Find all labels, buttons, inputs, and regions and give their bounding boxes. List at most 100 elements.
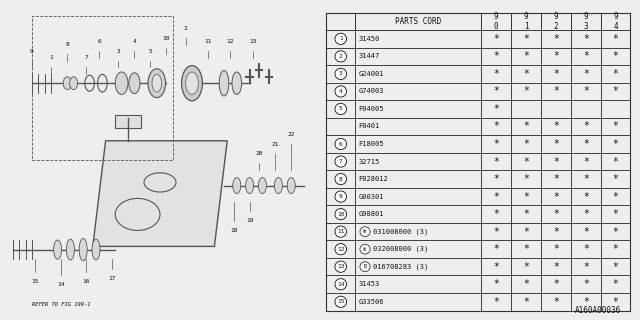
Text: 10: 10 (337, 212, 344, 217)
Text: 031008000 (3): 031008000 (3) (373, 228, 429, 235)
Ellipse shape (63, 77, 71, 90)
Circle shape (335, 156, 346, 167)
Text: *: * (523, 244, 529, 254)
Text: *: * (523, 192, 529, 202)
Text: 2: 2 (339, 54, 342, 59)
Text: 5: 5 (148, 49, 152, 54)
Text: 31453: 31453 (358, 281, 380, 287)
Ellipse shape (186, 72, 198, 94)
Text: *: * (553, 69, 559, 79)
Text: *: * (583, 262, 589, 272)
Text: B: B (364, 264, 367, 269)
Text: 11: 11 (337, 229, 344, 234)
Text: *: * (493, 104, 499, 114)
Ellipse shape (54, 240, 61, 259)
Circle shape (335, 209, 346, 220)
Text: 14: 14 (337, 282, 344, 287)
Text: 31450: 31450 (358, 36, 380, 42)
Text: 13: 13 (337, 264, 344, 269)
Text: *: * (553, 34, 559, 44)
Text: *: * (612, 209, 618, 219)
Text: *: * (553, 174, 559, 184)
Bar (115, 115, 141, 128)
Text: G33506: G33506 (358, 299, 384, 305)
Text: *: * (553, 244, 559, 254)
Text: G98801: G98801 (358, 211, 384, 217)
Text: *: * (553, 122, 559, 132)
Text: G74003: G74003 (358, 88, 384, 94)
Circle shape (360, 262, 370, 272)
Text: 3: 3 (116, 49, 120, 54)
Text: *: * (583, 209, 589, 219)
Circle shape (335, 68, 346, 79)
Text: *: * (583, 52, 589, 61)
Text: 6: 6 (339, 141, 342, 147)
Ellipse shape (70, 77, 77, 90)
Text: *: * (493, 209, 499, 219)
Text: REFER TO FIG 199-1: REFER TO FIG 199-1 (32, 302, 90, 307)
Text: *: * (612, 86, 618, 96)
Text: *: * (493, 279, 499, 289)
Ellipse shape (152, 74, 162, 92)
Text: *: * (612, 244, 618, 254)
Text: *: * (553, 279, 559, 289)
Text: 31447: 31447 (358, 53, 380, 60)
Text: 16: 16 (83, 279, 90, 284)
Text: *: * (583, 156, 589, 166)
Text: *: * (553, 209, 559, 219)
Text: *: * (493, 244, 499, 254)
Text: 9
3: 9 3 (584, 12, 588, 31)
Circle shape (335, 244, 346, 255)
Text: *: * (583, 34, 589, 44)
Text: *: * (583, 122, 589, 132)
Text: *: * (583, 244, 589, 254)
Text: *: * (612, 69, 618, 79)
Ellipse shape (219, 70, 229, 96)
Text: G24001: G24001 (358, 71, 384, 77)
Text: *: * (523, 69, 529, 79)
Circle shape (335, 226, 346, 237)
Text: *: * (523, 122, 529, 132)
Text: *: * (523, 209, 529, 219)
Circle shape (335, 51, 346, 62)
Text: G00301: G00301 (358, 194, 384, 200)
Text: *: * (523, 227, 529, 237)
Text: *: * (493, 86, 499, 96)
Text: *: * (493, 174, 499, 184)
Text: *: * (493, 52, 499, 61)
Text: 20: 20 (255, 151, 263, 156)
Text: *: * (523, 262, 529, 272)
Ellipse shape (233, 178, 241, 194)
Text: *: * (612, 227, 618, 237)
Ellipse shape (115, 72, 128, 94)
Text: *: * (612, 139, 618, 149)
Circle shape (335, 103, 346, 115)
Text: *: * (553, 262, 559, 272)
Text: *: * (493, 227, 499, 237)
Ellipse shape (182, 66, 202, 101)
Text: W: W (364, 247, 367, 252)
Text: *: * (493, 297, 499, 307)
Text: W: W (364, 229, 367, 234)
Text: *: * (583, 192, 589, 202)
Text: *: * (583, 279, 589, 289)
Text: *: * (493, 262, 499, 272)
Text: 18: 18 (230, 228, 237, 233)
Text: 9: 9 (339, 194, 342, 199)
Text: *: * (583, 139, 589, 149)
Text: *: * (523, 174, 529, 184)
Ellipse shape (92, 239, 100, 260)
Ellipse shape (129, 73, 140, 93)
Text: *: * (612, 174, 618, 184)
Polygon shape (93, 141, 227, 246)
Text: 9
1: 9 1 (524, 12, 529, 31)
Text: 22: 22 (287, 132, 295, 137)
Text: 12: 12 (337, 247, 344, 252)
Text: *: * (553, 52, 559, 61)
Text: *: * (493, 139, 499, 149)
Text: 7: 7 (339, 159, 342, 164)
Text: 9
0: 9 0 (494, 12, 499, 31)
Text: *: * (583, 297, 589, 307)
Text: *: * (553, 227, 559, 237)
Circle shape (335, 191, 346, 202)
